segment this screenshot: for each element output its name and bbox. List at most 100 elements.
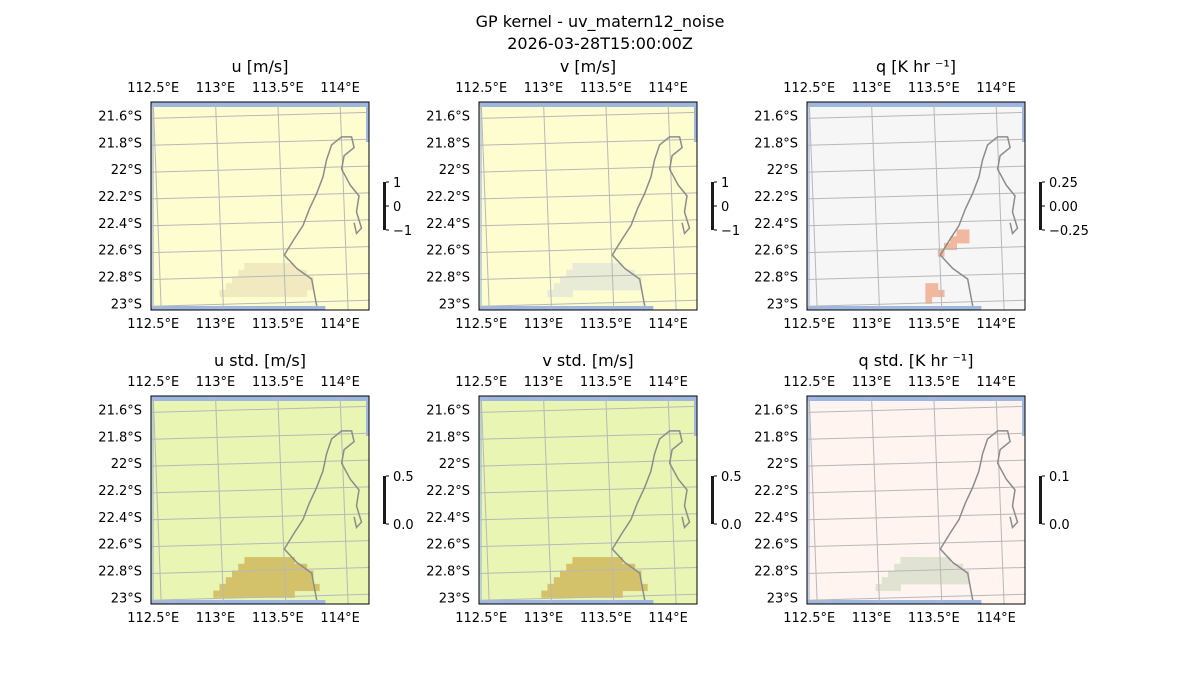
lon-tick-bottom: 112.5°E bbox=[127, 317, 179, 332]
lat-tick: 22.4°S bbox=[98, 217, 142, 232]
data-cell bbox=[225, 577, 233, 585]
data-cell bbox=[591, 283, 598, 291]
lon-tick-bottom: 114°E bbox=[976, 317, 1016, 332]
data-cell bbox=[244, 570, 252, 578]
data-cell bbox=[225, 289, 233, 298]
data-cell bbox=[244, 276, 252, 284]
data-cell bbox=[616, 557, 623, 565]
lon-tick-top: 114°E bbox=[320, 81, 360, 96]
grid-lat bbox=[479, 219, 697, 227]
grid-lat bbox=[151, 566, 369, 574]
data-cell bbox=[566, 283, 573, 291]
colorbar-label: 1 bbox=[393, 176, 401, 191]
data-cell bbox=[572, 263, 580, 271]
lon-tick-bottom: 112.5°E bbox=[455, 317, 507, 332]
data-cell bbox=[231, 570, 239, 578]
lat-tick: 21.6°S bbox=[754, 109, 798, 124]
lat-tick: 22.4°S bbox=[98, 511, 142, 526]
data-cell bbox=[597, 276, 605, 284]
lon-tick-top: 113.5°E bbox=[252, 375, 304, 390]
data-cell bbox=[925, 296, 933, 304]
panel-6: q std. [K hr ⁻¹] 112.5°E 112.5°E 113°E 113°E… bbox=[754, 351, 1069, 626]
lat-tick: 22.8°S bbox=[754, 270, 798, 285]
data-cell bbox=[269, 563, 277, 571]
grid-lat bbox=[479, 165, 697, 173]
data-cell bbox=[213, 590, 221, 598]
data-cell bbox=[250, 577, 258, 585]
data-cell bbox=[584, 269, 592, 277]
data-cell bbox=[584, 283, 592, 291]
lat-tick: 22.6°S bbox=[754, 538, 798, 553]
data-cell bbox=[559, 577, 567, 585]
data-cell bbox=[622, 577, 629, 585]
data-cell bbox=[944, 577, 951, 585]
data-cell bbox=[900, 577, 908, 585]
grid-lat bbox=[479, 299, 697, 307]
data-cell bbox=[294, 283, 301, 291]
data-cell bbox=[622, 283, 629, 291]
data-cell bbox=[640, 583, 648, 592]
colorbar-label: 0 bbox=[721, 200, 729, 215]
grid-lat bbox=[479, 192, 697, 200]
data-cell bbox=[225, 583, 233, 592]
data-cell bbox=[275, 583, 283, 592]
data-cell bbox=[572, 563, 580, 571]
ocean-edge-right bbox=[1022, 396, 1025, 436]
ocean-edge-left bbox=[479, 102, 482, 310]
grid-lat bbox=[151, 219, 369, 227]
data-cell bbox=[572, 557, 580, 565]
map-background bbox=[807, 102, 1025, 310]
data-cell bbox=[950, 570, 957, 578]
panel-5: v std. [m/s] 112.5°E 112.5°E 113°E 113°E 113.… bbox=[426, 351, 741, 626]
data-cell bbox=[566, 583, 573, 592]
lon-tick-bottom: 114°E bbox=[976, 611, 1016, 626]
grid-lat bbox=[151, 138, 369, 146]
data-cell bbox=[616, 276, 623, 284]
data-cell bbox=[609, 570, 617, 578]
data-cell bbox=[244, 583, 252, 592]
lon-tick-bottom: 114°E bbox=[320, 611, 360, 626]
ocean-edge-bottom bbox=[807, 306, 982, 310]
grid-lat bbox=[807, 432, 1025, 440]
grid-lon bbox=[215, 396, 225, 604]
data-cell bbox=[634, 570, 642, 578]
data-cell bbox=[256, 577, 264, 585]
data-cell bbox=[572, 570, 580, 578]
lat-tick: 21.8°S bbox=[754, 430, 798, 445]
data-cell bbox=[925, 557, 933, 565]
data-cell bbox=[256, 590, 264, 598]
data-cell bbox=[250, 289, 258, 298]
grid-lat bbox=[151, 192, 369, 200]
data-cell bbox=[616, 570, 623, 578]
lon-tick-bottom: 113.5°E bbox=[580, 611, 632, 626]
panel-title: v [m/s] bbox=[560, 57, 616, 76]
lat-tick: 22°S bbox=[111, 163, 142, 178]
ocean-edge-top bbox=[479, 102, 697, 107]
data-cell bbox=[231, 583, 239, 592]
data-cell bbox=[628, 276, 636, 284]
data-cell bbox=[609, 269, 617, 277]
data-cell bbox=[906, 577, 914, 585]
coastline bbox=[611, 430, 691, 601]
grid-lat bbox=[151, 513, 369, 521]
data-cell bbox=[559, 289, 567, 298]
data-cell bbox=[244, 563, 252, 571]
coastline bbox=[283, 136, 363, 307]
data-cell bbox=[256, 563, 264, 571]
data-cell bbox=[559, 590, 567, 598]
data-cell bbox=[275, 283, 283, 291]
data-cell bbox=[603, 276, 611, 284]
colorbar bbox=[1039, 476, 1042, 524]
ocean-edge-bottom bbox=[479, 600, 654, 604]
data-cell bbox=[634, 283, 642, 291]
colorbar-label: 0.0 bbox=[393, 518, 414, 533]
data-cell bbox=[269, 577, 277, 585]
data-cell bbox=[578, 263, 586, 271]
grid-lat bbox=[807, 405, 1025, 413]
lon-tick-top: 113°E bbox=[852, 81, 892, 96]
lat-tick: 22.8°S bbox=[98, 564, 142, 579]
axes-frame bbox=[806, 101, 1026, 311]
panel-title: v std. [m/s] bbox=[542, 351, 633, 370]
data-cell bbox=[294, 563, 301, 571]
lon-tick-top: 114°E bbox=[320, 375, 360, 390]
